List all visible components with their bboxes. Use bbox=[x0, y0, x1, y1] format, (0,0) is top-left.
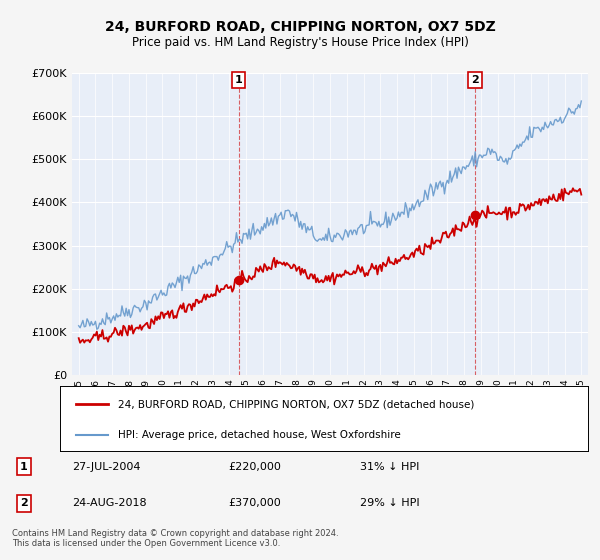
Text: Price paid vs. HM Land Registry's House Price Index (HPI): Price paid vs. HM Land Registry's House … bbox=[131, 36, 469, 49]
Text: 29% ↓ HPI: 29% ↓ HPI bbox=[360, 498, 419, 508]
Text: 2: 2 bbox=[471, 75, 479, 85]
Text: 1: 1 bbox=[235, 75, 242, 85]
Text: 24, BURFORD ROAD, CHIPPING NORTON, OX7 5DZ: 24, BURFORD ROAD, CHIPPING NORTON, OX7 5… bbox=[104, 20, 496, 34]
Text: 2: 2 bbox=[20, 498, 28, 508]
Text: 27-JUL-2004: 27-JUL-2004 bbox=[72, 462, 140, 472]
Text: HPI: Average price, detached house, West Oxfordshire: HPI: Average price, detached house, West… bbox=[118, 430, 401, 440]
Text: £220,000: £220,000 bbox=[228, 462, 281, 472]
Text: 31% ↓ HPI: 31% ↓ HPI bbox=[360, 462, 419, 472]
Text: Contains HM Land Registry data © Crown copyright and database right 2024.
This d: Contains HM Land Registry data © Crown c… bbox=[12, 529, 338, 548]
Text: 1: 1 bbox=[20, 462, 28, 472]
Text: 24-AUG-2018: 24-AUG-2018 bbox=[72, 498, 146, 508]
Text: 24, BURFORD ROAD, CHIPPING NORTON, OX7 5DZ (detached house): 24, BURFORD ROAD, CHIPPING NORTON, OX7 5… bbox=[118, 399, 475, 409]
Text: £370,000: £370,000 bbox=[228, 498, 281, 508]
